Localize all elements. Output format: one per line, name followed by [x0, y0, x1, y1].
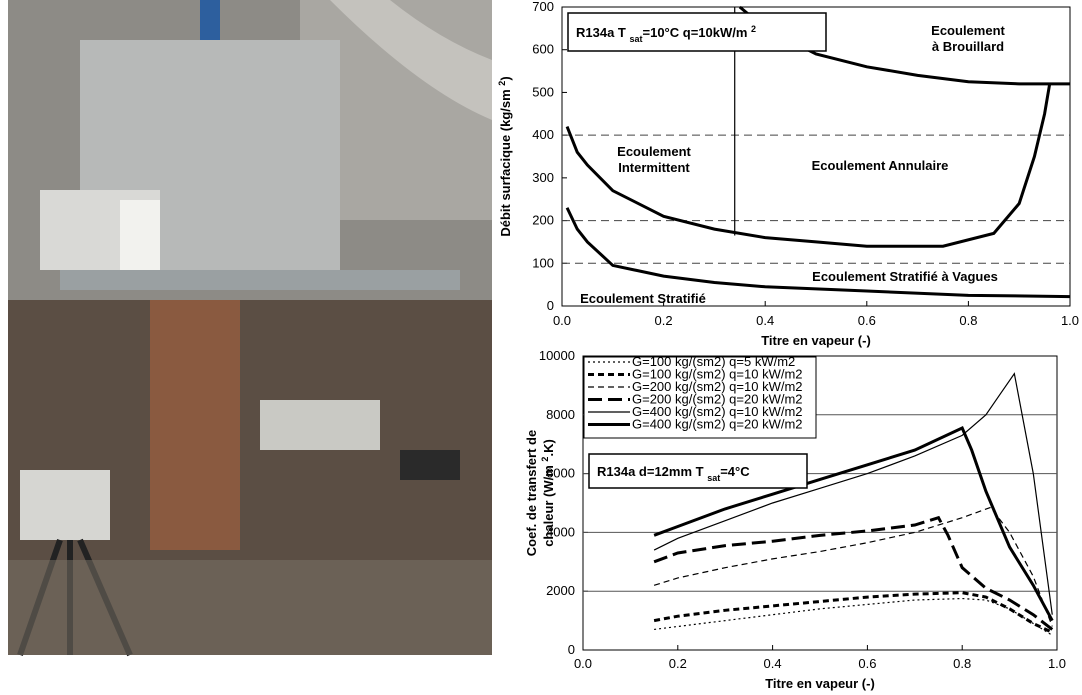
y-axis-label: Débit surfacique (kg/sm 2) [497, 76, 513, 236]
y-tick-label: 0 [568, 642, 575, 657]
legend-label: G=200 kg/(sm2) q=10 kW/m2 [632, 379, 803, 394]
region-label: Ecoulement Stratifié à Vagues [812, 269, 998, 284]
annotation-box [588, 453, 808, 489]
y-axis-label: chaleur (W/m 2.K) [540, 439, 556, 547]
series-line [565, 83, 1052, 248]
y-tick-label: 6000 [546, 466, 575, 481]
y-tick-label: 600 [532, 42, 554, 57]
series-line [653, 591, 1053, 634]
series-line [653, 426, 1054, 622]
annotation-part: sat [707, 473, 720, 483]
region-label: Ecoulement [617, 144, 691, 159]
annotation-part: sat [629, 34, 642, 44]
annotation: R134a d=12mm T sat=4°C [597, 464, 750, 483]
x-tick-label: 0.2 [655, 313, 673, 328]
x-tick-label: 1.0 [1048, 656, 1066, 671]
y-axis-label-part: Débit surfacique (kg/sm [498, 86, 513, 237]
region-label: Intermittent [618, 160, 690, 175]
y-tick-label: 2000 [546, 583, 575, 598]
y-tick-label: 700 [532, 0, 554, 14]
annotation-box [567, 12, 827, 52]
x-tick-label: 0.8 [959, 313, 977, 328]
y-axis-label-part: ) [498, 76, 513, 80]
y-tick-label: 10000 [539, 348, 575, 363]
y-tick-label: 500 [532, 84, 554, 99]
plot-frame [561, 6, 1071, 307]
x-tick-label: 1.0 [1061, 313, 1079, 328]
legend-label: G=400 kg/(sm2) q=10 kW/m2 [632, 404, 803, 419]
y-tick-label: 100 [532, 255, 554, 270]
y-tick-label: 8000 [546, 407, 575, 422]
legend-label: G=100 kg/(sm2) q=10 kW/m2 [632, 367, 803, 382]
x-tick-label: 0.4 [756, 313, 774, 328]
y-axis-label: Coef. de transfert de [524, 430, 539, 556]
y-tick-label: 4000 [546, 524, 575, 539]
region-label: Ecoulement Annulaire [812, 158, 949, 173]
y-axis-label-part: 2 [540, 457, 550, 462]
region-label: à Brouillard [932, 39, 1004, 54]
x-tick-label: 0.4 [764, 656, 782, 671]
annotation-part: =4°C [720, 464, 750, 479]
photo [8, 0, 492, 657]
legend-label: G=200 kg/(sm2) q=20 kW/m2 [632, 392, 803, 407]
series-line [653, 515, 1054, 631]
y-tick-label: 0 [547, 298, 554, 313]
x-tick-label: 0.0 [574, 656, 592, 671]
annotation-part: R134a d=12mm T [597, 464, 707, 479]
annotation-part: R134a T [576, 25, 629, 40]
region-label: Ecoulement [931, 23, 1005, 38]
x-axis-label: Titre en vapeur (-) [765, 676, 875, 691]
region-label: Ecoulement Stratifié [580, 291, 706, 306]
annotation-part: =10°C q=10kW/m [643, 25, 752, 40]
annotation-part: 2 [751, 24, 756, 34]
x-tick-label: 0.8 [953, 656, 971, 671]
x-tick-label: 0.6 [858, 313, 876, 328]
series-line [653, 506, 1053, 627]
series-line [565, 207, 1071, 299]
x-tick-label: 0.2 [669, 656, 687, 671]
y-axis-label-part: Coef. de transfert de [524, 430, 539, 556]
legend-label: G=400 kg/(sm2) q=20 kW/m2 [632, 417, 803, 432]
y-axis-label-part: .K) [541, 439, 556, 456]
y-axis-label-part: 2 [497, 81, 507, 86]
y-tick-label: 300 [532, 170, 554, 185]
annotation: R134a T sat=10°C q=10kW/m 2 [576, 24, 756, 44]
legend-label: G=100 kg/(sm2) q=5 kW/m2 [632, 354, 795, 369]
y-tick-label: 400 [532, 127, 554, 142]
x-tick-label: 0.6 [858, 656, 876, 671]
x-tick-label: 0.0 [553, 313, 571, 328]
y-tick-label: 200 [532, 213, 554, 228]
y-axis-label-part: chaleur (W/m [541, 462, 556, 547]
x-axis-label: Titre en vapeur (-) [761, 333, 871, 348]
series-line [653, 372, 1053, 615]
